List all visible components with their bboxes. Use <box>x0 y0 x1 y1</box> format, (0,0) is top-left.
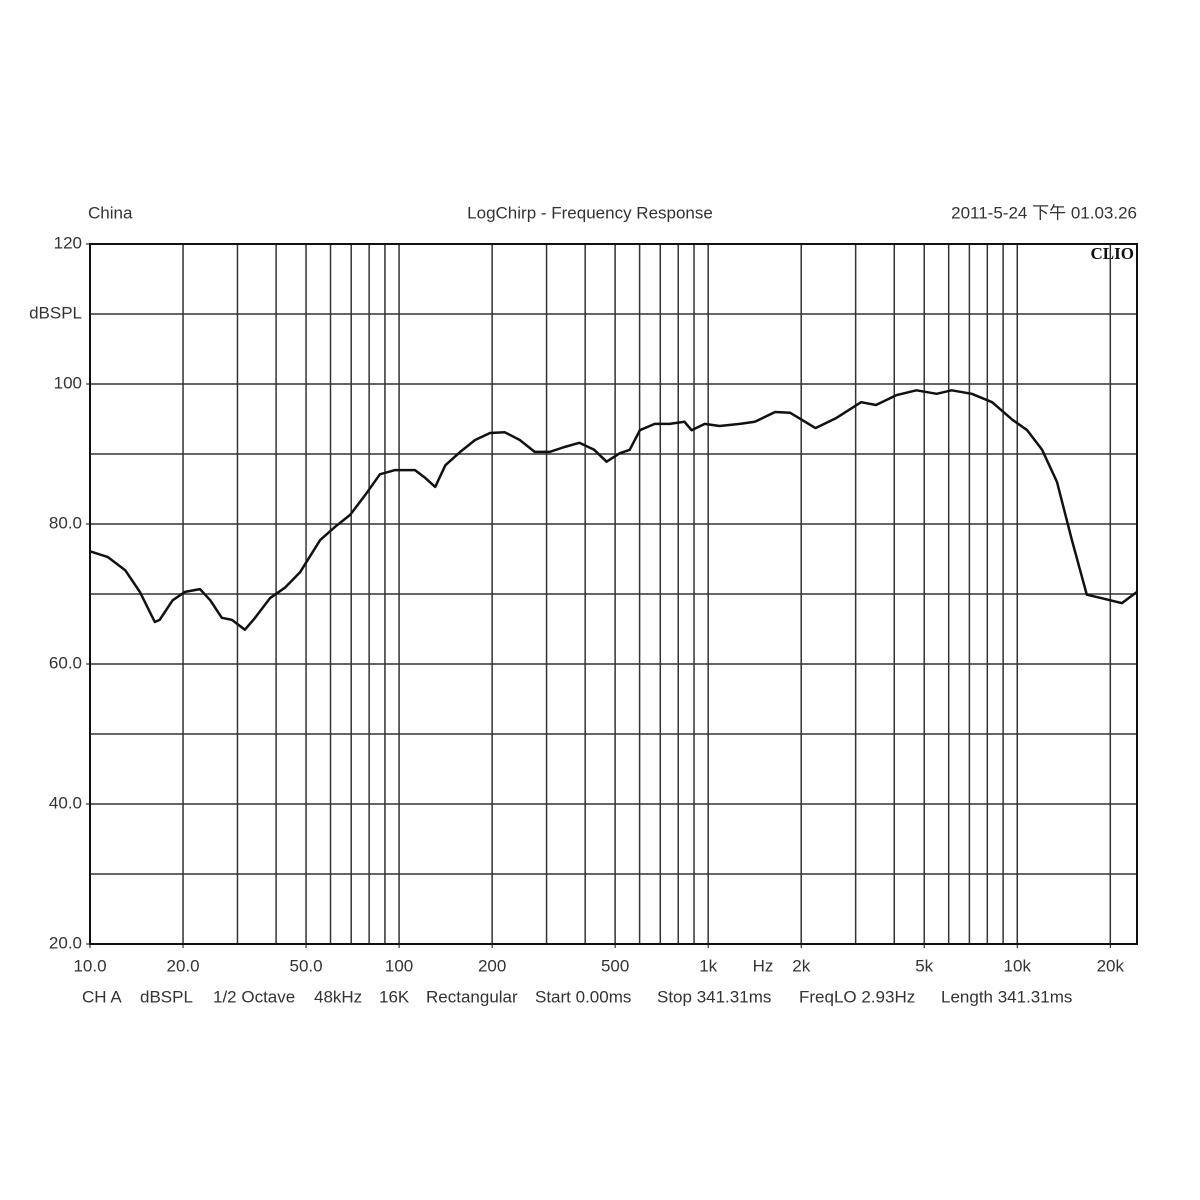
footer-item: Stop 341.31ms <box>657 987 771 1006</box>
footer-item: 16K <box>379 987 410 1006</box>
x-tick-label: 1k <box>699 956 717 975</box>
x-tick-label: 20k <box>1097 956 1125 975</box>
y-tick-label: 80.0 <box>49 513 82 532</box>
response-line <box>89 389 1138 631</box>
x-tick-label: 100 <box>385 956 413 975</box>
footer-item: dBSPL <box>140 987 193 1006</box>
y-axis-label: dBSPL <box>29 303 82 322</box>
footer-item: CH A <box>82 987 122 1006</box>
logo: CLIO <box>1091 244 1134 263</box>
plot-border <box>89 243 1138 945</box>
x-tick-label: 20.0 <box>166 956 199 975</box>
x-axis-label: Hz <box>753 956 774 975</box>
y-tick-label: 60.0 <box>49 653 82 672</box>
footer-item: FreqLO 2.93Hz <box>799 987 915 1006</box>
footer-item: 48kHz <box>314 987 362 1006</box>
x-tick-label: 10k <box>1004 956 1032 975</box>
chart-title: LogChirp - Frequency Response <box>467 203 713 222</box>
y-tick-label: 120 <box>54 233 82 252</box>
x-tick-label: 500 <box>601 956 629 975</box>
x-tick-label: 200 <box>478 956 506 975</box>
footer-item: Start 0.00ms <box>535 987 631 1006</box>
x-tick-label: 50.0 <box>289 956 322 975</box>
x-tick-label: 5k <box>915 956 933 975</box>
footer-item: Rectangular <box>426 987 518 1006</box>
footer-item: Length 341.31ms <box>941 987 1072 1006</box>
y-tick-label: 100 <box>54 373 82 392</box>
x-tick-label: 10.0 <box>73 956 106 975</box>
footer-item: 1/2 Octave <box>213 987 295 1006</box>
header-left: China <box>88 203 133 222</box>
x-tick-label: 2k <box>792 956 810 975</box>
y-tick-label: 20.0 <box>49 933 82 952</box>
header-right: 2011-5-24 下午 01.03.26 <box>951 203 1137 222</box>
y-tick-label: 40.0 <box>49 793 82 812</box>
